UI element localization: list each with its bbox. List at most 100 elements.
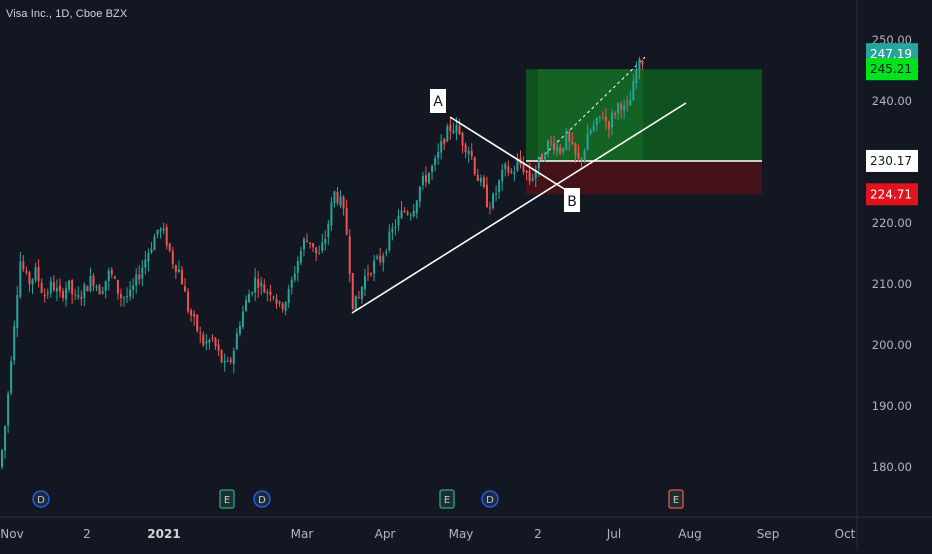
candle-body — [165, 226, 168, 246]
candle-body — [68, 280, 71, 290]
candle-body — [43, 294, 46, 297]
candle-body — [455, 125, 458, 133]
candle-body — [574, 143, 577, 155]
event-marker-text: D — [486, 495, 494, 506]
candle-body — [449, 124, 452, 131]
candle-body — [522, 164, 525, 172]
candle-body — [635, 68, 638, 84]
candle-body — [531, 178, 534, 181]
candle-body — [528, 170, 531, 181]
pattern-label-b: B — [564, 188, 580, 212]
event-marker-dividend[interactable]: D — [253, 490, 271, 508]
candle-body — [351, 273, 354, 309]
candle-body — [421, 175, 424, 186]
event-marker-earnings_upcoming[interactable]: E — [668, 489, 684, 509]
candle-body — [98, 285, 101, 295]
candle-body — [299, 250, 302, 263]
candle-body — [510, 170, 513, 173]
candle-body — [397, 215, 400, 226]
event-marker-circle — [253, 490, 271, 508]
candle-body — [251, 292, 254, 294]
x-tick-label: 2021 — [147, 527, 180, 541]
trend-line-resistance — [449, 116, 567, 191]
candle-body — [629, 99, 632, 106]
candle-body — [373, 260, 376, 274]
candle-body — [278, 301, 281, 304]
candle-body — [49, 281, 52, 294]
candle-body — [123, 297, 125, 299]
candle-body — [116, 280, 119, 294]
event-marker-dividend[interactable]: D — [32, 490, 50, 508]
candle-body — [498, 180, 501, 192]
candle-body — [65, 288, 68, 300]
candle-body — [254, 277, 257, 293]
candle-body — [199, 332, 202, 334]
candle-body — [376, 256, 379, 259]
candle-body — [342, 197, 345, 209]
candle-body — [281, 303, 284, 310]
candle-body — [452, 130, 455, 133]
candle-body — [174, 264, 177, 272]
event-marker-earnings[interactable]: E — [219, 489, 235, 509]
pattern-label-a: A — [430, 89, 446, 113]
candle-body — [586, 133, 589, 151]
candle-body — [458, 125, 461, 135]
pattern-label-b-text: B — [567, 194, 577, 210]
candle-body — [263, 284, 266, 293]
event-marker-box — [439, 489, 455, 509]
candle-body — [632, 80, 635, 101]
candle-body — [205, 341, 208, 344]
candle-body — [287, 289, 290, 304]
candle-body — [479, 178, 482, 183]
candle-body — [10, 361, 13, 394]
candle-body — [507, 166, 510, 173]
candle-body — [156, 229, 159, 235]
candle-body — [119, 294, 122, 298]
event-marker-dividend[interactable]: D — [481, 490, 499, 508]
candle-body — [153, 236, 156, 251]
x-tick-label: Apr — [375, 527, 396, 541]
x-tick-label: May — [449, 527, 474, 541]
profit-zone-progress — [538, 69, 643, 161]
candle-body — [431, 165, 434, 173]
candle-body — [626, 103, 629, 105]
candle-body — [370, 273, 373, 275]
candle-body — [25, 270, 28, 273]
candle-body — [595, 117, 598, 125]
candle-body — [391, 228, 394, 233]
candle-body — [379, 255, 382, 262]
event-marker-earnings[interactable]: E — [439, 489, 455, 509]
candle-body — [556, 146, 559, 152]
pattern-label-b-box — [564, 188, 580, 212]
candle-body — [550, 141, 552, 143]
candle-body — [559, 147, 562, 153]
candle-body — [202, 334, 205, 346]
candle-body — [553, 143, 556, 150]
candle-body — [470, 150, 473, 157]
candle-body — [614, 113, 617, 115]
candle-body — [434, 158, 437, 165]
candle-body — [180, 269, 183, 285]
candle-body — [241, 311, 244, 327]
trend-line-support — [351, 102, 687, 314]
candle-body — [501, 170, 504, 182]
event-marker-text: E — [224, 495, 230, 506]
x-tick-label: 2 — [534, 527, 542, 541]
candle-body — [546, 140, 549, 155]
candle-body — [62, 291, 64, 299]
candle-body — [409, 215, 412, 217]
candle-body — [467, 150, 470, 154]
candle-body — [424, 175, 427, 183]
symbol-title: Visa Inc., 1D, Cboe BZX — [6, 8, 128, 20]
candle-body — [617, 103, 620, 113]
event-marker-circle — [32, 490, 50, 508]
candle-body — [269, 291, 272, 295]
candle-body — [31, 279, 34, 285]
candle-body — [482, 177, 485, 188]
candle-body — [428, 172, 430, 184]
loss-zone — [526, 160, 762, 195]
candle-body — [92, 275, 95, 287]
candle-body — [226, 361, 229, 363]
candle-body — [4, 425, 7, 451]
